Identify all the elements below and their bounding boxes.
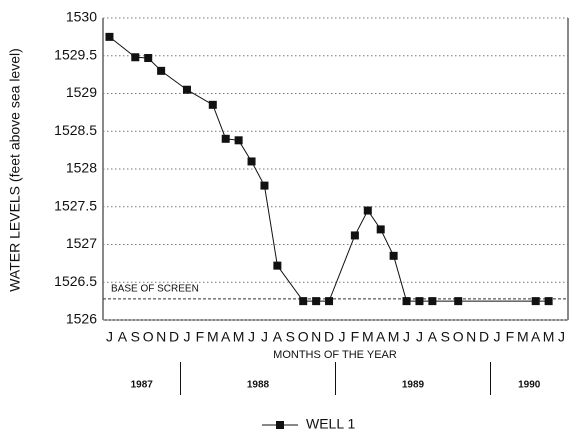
legend-label: WELL 1 [306,416,355,432]
reference-label: BASE OF SCREEN [111,284,199,295]
x-tick-label: A [273,329,283,345]
data-point [208,100,217,109]
x-tick-label: J [183,329,190,345]
data-point [273,261,282,270]
x-tick-label: M [207,329,219,345]
data-point [105,32,114,41]
year-label: 1989 [402,380,425,391]
x-tick-label: J [558,329,565,345]
y-tick-label: 1528.5 [54,122,97,138]
year-label: 1988 [247,380,270,391]
y-tick-label: 1529.5 [54,46,97,62]
x-tick-label: A [428,329,438,345]
data-point [157,66,166,75]
x-tick-label: N [466,329,476,345]
data-point [350,231,359,240]
x-tick-label: A [531,329,541,345]
x-tick-label: F [351,329,360,345]
x-tick-label: J [248,329,255,345]
data-point [247,157,256,166]
x-axis-label: MONTHS OF THE YEAR [273,349,397,361]
y-tick-label: 1527.5 [54,197,97,213]
legend-swatch [276,421,284,429]
data-point [415,297,424,306]
data-point [402,297,411,306]
x-tick-label: F [506,329,515,345]
data-point [221,134,230,143]
x-tick-label: A [221,329,231,345]
y-tick-label: 1528 [66,160,97,176]
y-tick-label: 1530 [66,9,97,25]
data-point [531,297,540,306]
y-tick-label: 1526 [66,311,97,327]
x-tick-label: J [106,329,113,345]
y-axis-label: WATER LEVELS (feet above sea level) [7,48,23,292]
data-point [299,297,308,306]
x-tick-label: O [453,329,464,345]
x-tick-label: S [286,329,295,345]
x-tick-label: S [131,329,140,345]
x-tick-label: S [441,329,450,345]
x-tick-label: A [376,329,386,345]
x-tick-label: M [233,329,245,345]
x-tick-label: O [298,329,309,345]
x-tick-label: D [479,329,489,345]
x-tick-label: F [196,329,205,345]
x-tick-label: D [324,329,334,345]
x-tick-label: O [143,329,154,345]
x-tick-label: J [403,329,410,345]
x-tick-label: D [169,329,179,345]
data-point [428,297,437,306]
data-point [376,225,385,234]
data-point [260,181,269,190]
data-point [144,54,153,63]
y-tick-label: 1526.5 [54,273,97,289]
year-label: 1987 [131,380,154,391]
x-tick-label: M [362,329,374,345]
x-tick-label: J [493,329,500,345]
year-label: 1990 [518,380,541,391]
x-tick-label: N [311,329,321,345]
data-point [234,136,243,145]
data-point [312,297,321,306]
data-point [182,85,191,94]
x-tick-label: M [517,329,529,345]
x-tick-label: J [416,329,423,345]
data-point [325,297,334,306]
data-point [454,297,463,306]
x-tick-label: A [118,329,128,345]
x-tick-label: M [543,329,555,345]
x-tick-label: M [388,329,400,345]
data-point [363,206,372,215]
x-tick-label: N [156,329,166,345]
x-tick-label: J [338,329,345,345]
data-point [131,53,140,62]
x-tick-label: J [261,329,268,345]
data-point [544,297,553,306]
y-tick-label: 1527 [66,235,97,251]
y-tick-label: 1529 [66,84,97,100]
data-point [389,251,398,260]
